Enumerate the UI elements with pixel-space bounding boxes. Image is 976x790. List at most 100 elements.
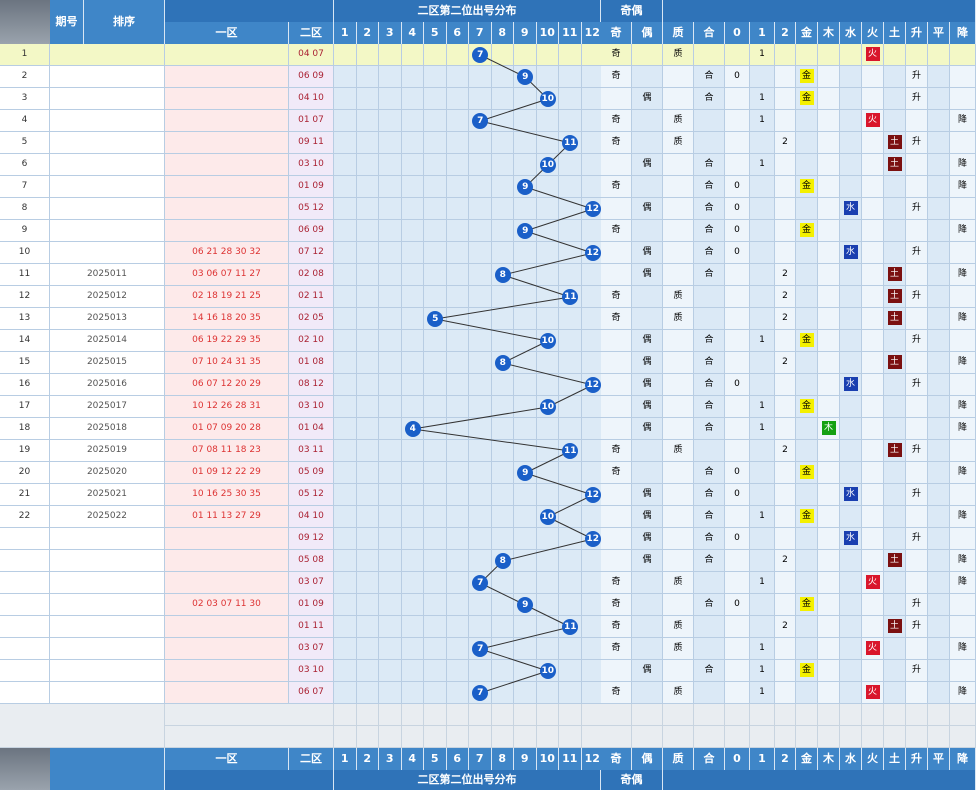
attr-mark: 质 (673, 621, 683, 631)
distribution-cell (446, 616, 469, 638)
attr-cell: 降 (950, 462, 976, 484)
attr-cell (601, 242, 632, 264)
attr-cell: 2 (775, 440, 796, 462)
period-cell (50, 594, 165, 616)
attr-mark: 降 (957, 423, 967, 433)
empty-cell (601, 726, 632, 748)
attr-cell: 1 (750, 572, 775, 594)
attr-cell (862, 308, 884, 330)
distribution-ball: 10 (539, 399, 556, 415)
distribution-cell (334, 330, 357, 352)
distribution-ball: 11 (562, 443, 579, 459)
empty-cell (491, 726, 514, 748)
attr-cell (663, 396, 694, 418)
empty-cell (694, 726, 725, 748)
number-header-3: 3 (379, 22, 402, 44)
row-number: 20 (0, 462, 50, 484)
attr-mark: 奇 (611, 577, 621, 587)
attr-cell (818, 286, 840, 308)
distribution-ball: 12 (584, 487, 601, 503)
distribution-cell (469, 330, 492, 352)
attr-cell: 金 (796, 462, 818, 484)
zone2-header: 二区 (289, 22, 334, 44)
zone1-cell: 07 08 11 18 23 (165, 440, 289, 462)
attr-mark: 质 (673, 687, 683, 697)
distribution-cell (514, 616, 537, 638)
distribution-cell (401, 198, 424, 220)
attr-mark: 2 (782, 357, 788, 367)
row-number: 22 (0, 506, 50, 528)
attr-cell (840, 616, 862, 638)
attr-cell (775, 572, 796, 594)
distribution-cell (379, 330, 402, 352)
attr-mark: 降 (957, 401, 967, 411)
distribution-cell (356, 220, 379, 242)
attr-mark: 升 (911, 379, 921, 389)
empty-cell (884, 704, 906, 726)
distribution-ball: 10 (539, 157, 556, 173)
row-number: 13 (0, 308, 50, 330)
attr-cell (725, 308, 750, 330)
distribution-cell (491, 44, 514, 66)
attr-cell: 降 (950, 506, 976, 528)
distribution-cell (491, 418, 514, 440)
row-number (0, 594, 50, 616)
attr-cell: 火 (862, 682, 884, 704)
attr-cell (840, 44, 862, 66)
distribution-cell (469, 242, 492, 264)
attr-mark: 土 (887, 135, 902, 149)
attr-cell (928, 308, 950, 330)
attr-cell (884, 682, 906, 704)
attr-mark: 金 (799, 509, 814, 523)
bottom-zone-blank (165, 770, 334, 790)
distribution-cell (536, 374, 559, 396)
distribution-cell (536, 682, 559, 704)
attr-mark: 升 (911, 599, 921, 609)
attr-mark: 奇 (611, 225, 621, 235)
sort-header[interactable]: 排序 (84, 0, 165, 44)
attr-cell: 土 (884, 308, 906, 330)
attr-cell (818, 550, 840, 572)
attr-cell (796, 242, 818, 264)
zone1-cell (165, 66, 289, 88)
attr-mark: 降 (957, 555, 967, 565)
distribution-cell (379, 286, 402, 308)
attr-mark: 偶 (642, 401, 652, 411)
zone2-cell: 06 09 (289, 220, 334, 242)
attr-cell (840, 110, 862, 132)
distribution-cell (334, 110, 357, 132)
distribution-cell (514, 88, 537, 110)
attr-cell (906, 506, 928, 528)
attr-cell (725, 572, 750, 594)
empty-cell (379, 726, 402, 748)
distribution-cell (514, 484, 537, 506)
attr-cell: 土 (884, 286, 906, 308)
distribution-cell (491, 374, 514, 396)
period-cell: 2025016 (50, 374, 165, 396)
attr-cell (862, 506, 884, 528)
distribution-cell (559, 154, 582, 176)
distribution-cell (424, 66, 447, 88)
attr-cell: 降 (950, 176, 976, 198)
distribution-cell (356, 528, 379, 550)
attr-cell (818, 308, 840, 330)
attr-cell: 2 (775, 352, 796, 374)
attr-cell: 0 (725, 66, 750, 88)
distribution-cell (446, 660, 469, 682)
attr-header-5: 1 (750, 22, 775, 44)
attr-cell: 降 (950, 220, 976, 242)
distribution-cell (446, 88, 469, 110)
attr-cell: 2 (775, 550, 796, 572)
attr-cell (950, 198, 976, 220)
attr-cell (818, 154, 840, 176)
distribution-cell (559, 660, 582, 682)
row-number: 14 (0, 330, 50, 352)
distribution-cell (334, 308, 357, 330)
distribution-cell (514, 242, 537, 264)
empty-cell (491, 704, 514, 726)
distribution-ball: 8 (494, 553, 511, 569)
zone2-cell: 04 07 (289, 44, 334, 66)
distribution-cell (469, 132, 492, 154)
distribution-cell (401, 682, 424, 704)
